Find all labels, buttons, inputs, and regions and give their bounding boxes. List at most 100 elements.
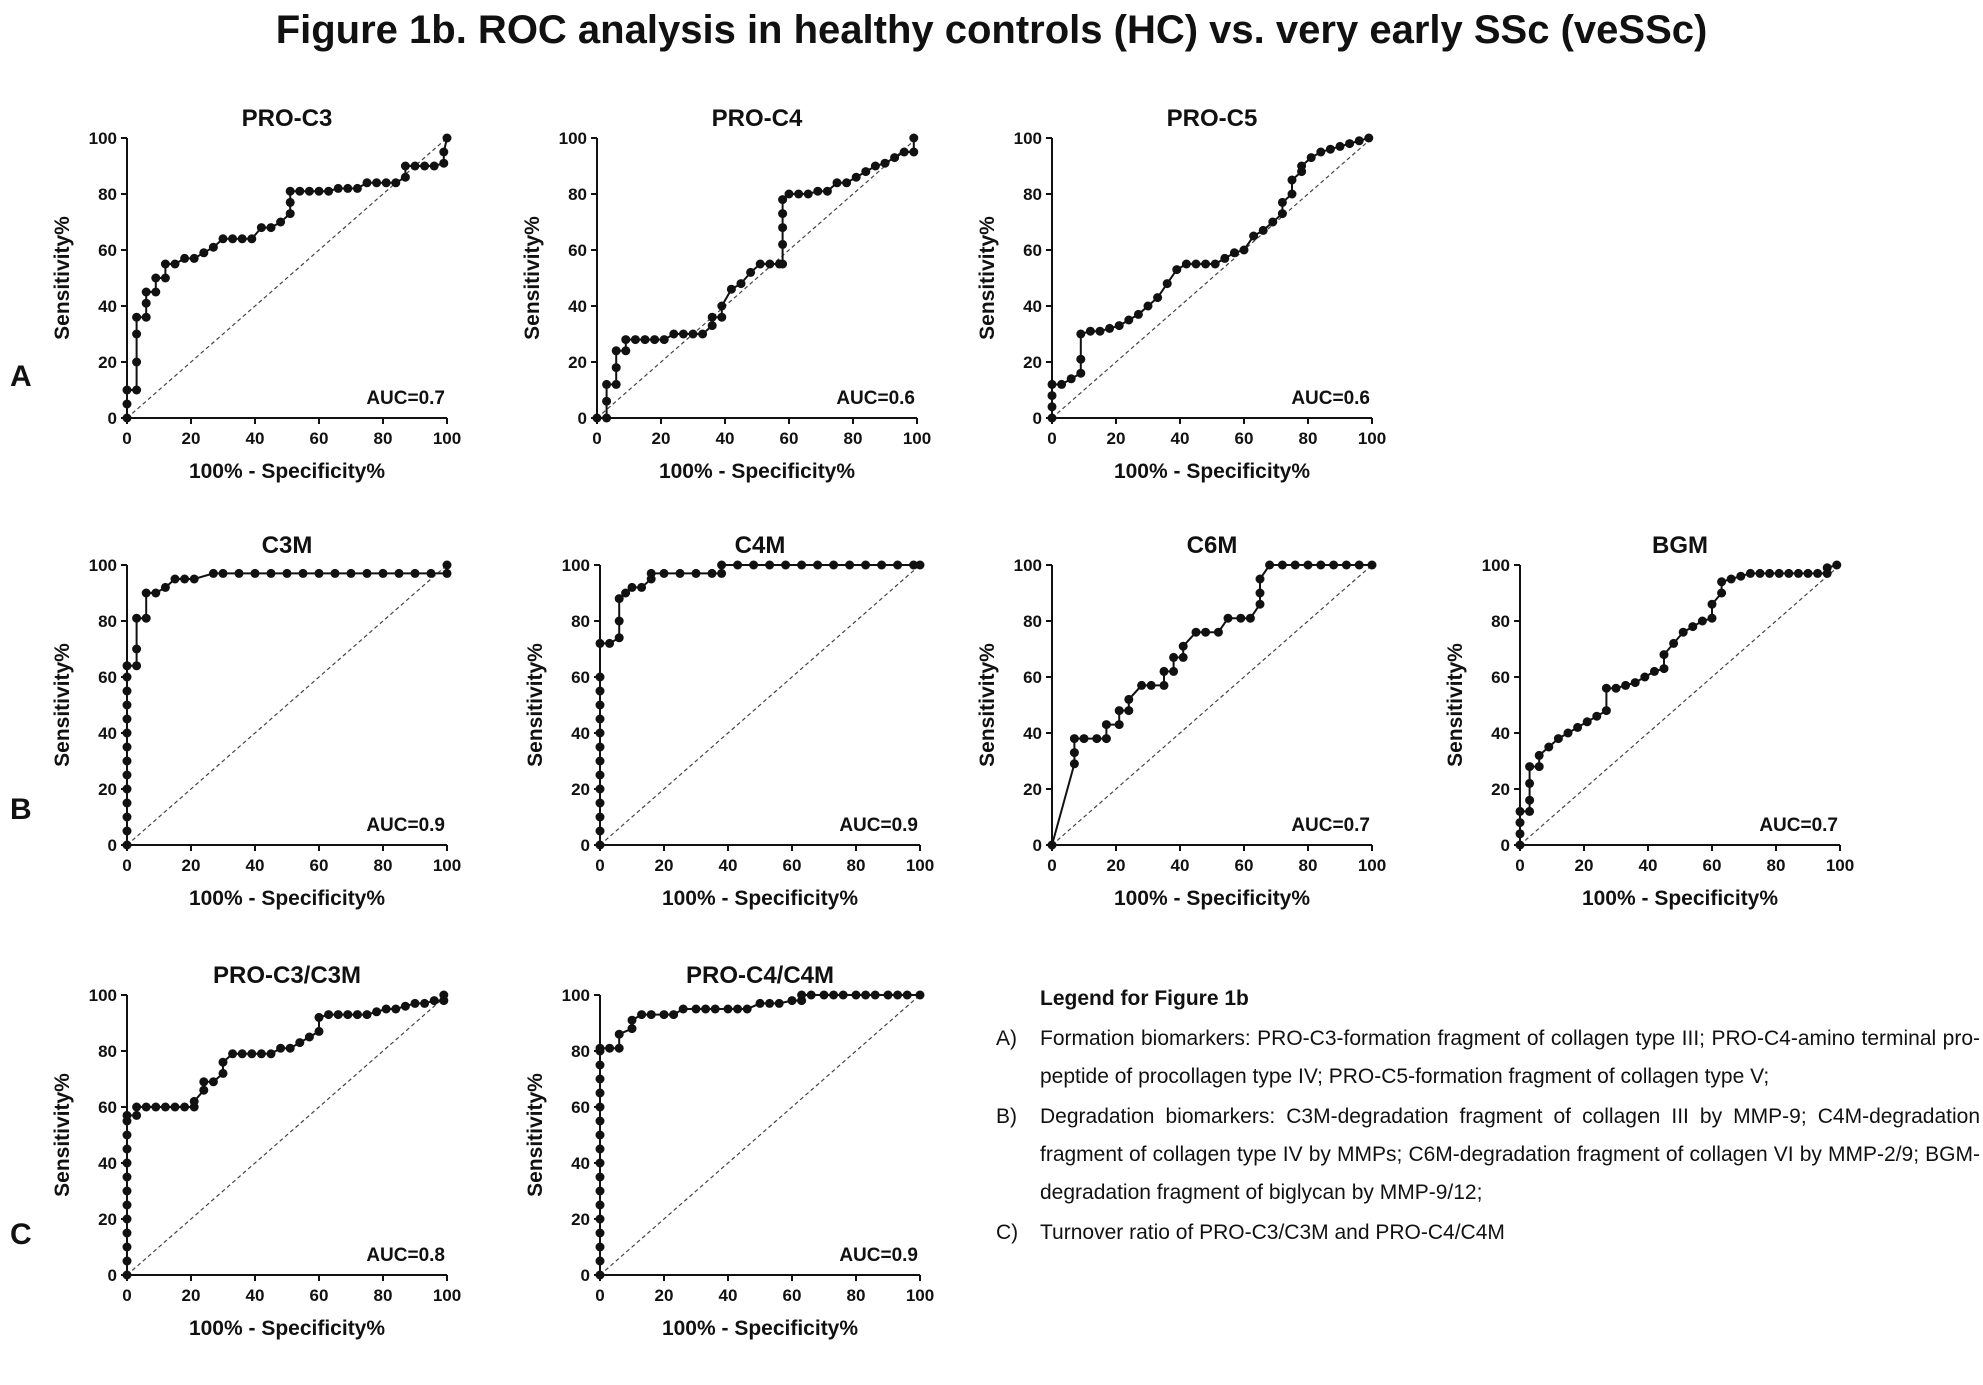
roc-point <box>122 812 132 822</box>
x-tick-label: 20 <box>655 856 674 875</box>
roc-chart-pro-c4-c4m: PRO-C4/C4M 0 20 40 60 80 100 0 20 40 60 80 100 100% -… <box>515 955 1015 1385</box>
roc-point <box>324 1010 334 1020</box>
roc-point <box>813 186 823 196</box>
roc-point <box>1611 683 1621 693</box>
legend: Legend for Figure 1b A) Formation biomar… <box>990 980 1980 1254</box>
roc-point <box>410 998 420 1008</box>
x-tick-label: 40 <box>716 429 735 448</box>
y-tick-label: 80 <box>1023 185 1042 204</box>
roc-point <box>122 413 132 423</box>
roc-point <box>1146 680 1156 690</box>
roc-point <box>595 812 605 822</box>
x-tick-label: 100 <box>906 856 934 875</box>
roc-point <box>1210 259 1220 269</box>
y-axis-label: Sensitivity% <box>521 216 544 340</box>
roc-point <box>1707 599 1717 609</box>
roc-point <box>675 568 685 578</box>
roc-chart-pro-c4: PRO-C4 0 20 40 60 80 100 0 20 40 60 80 100 100% - Spe… <box>512 98 1012 528</box>
roc-point <box>755 998 765 1008</box>
roc-point <box>1659 664 1669 674</box>
roc-point <box>1515 829 1525 839</box>
roc-point <box>141 613 151 623</box>
roc-point <box>1515 818 1525 828</box>
roc-point <box>733 560 743 570</box>
roc-point <box>1255 574 1265 584</box>
roc-chart-c6m: C6M 0 20 40 60 80 100 0 20 40 60 80 100 100% - Specif… <box>967 525 1467 955</box>
roc-point <box>1290 560 1300 570</box>
roc-point <box>372 178 382 188</box>
x-tick-label: 0 <box>595 856 604 875</box>
x-tick-label: 0 <box>122 429 131 448</box>
roc-point <box>282 568 292 578</box>
y-tick-label: 20 <box>1023 353 1042 372</box>
x-tick-label: 40 <box>246 1286 265 1305</box>
roc-svg-pro-c3-c3m: PRO-C3/C3M 0 20 40 60 80 100 0 20 40 60 80 100 100% -… <box>51 962 461 1340</box>
roc-point <box>352 1010 362 1020</box>
y-tick-label: 20 <box>1491 780 1510 799</box>
roc-point <box>1169 666 1179 676</box>
roc-point <box>256 1049 266 1059</box>
roc-point <box>813 560 823 570</box>
roc-point <box>1258 225 1268 235</box>
roc-point <box>794 189 804 199</box>
y-tick-label: 100 <box>1014 556 1042 575</box>
roc-point <box>400 172 410 182</box>
roc-point <box>304 1032 314 1042</box>
roc-point <box>1069 748 1079 758</box>
roc-point <box>819 990 829 1000</box>
roc-point <box>391 178 401 188</box>
roc-point <box>736 279 746 289</box>
auc-annotation: AUC=0.6 <box>836 388 915 409</box>
y-tick-label: 20 <box>98 780 117 799</box>
roc-point <box>691 568 701 578</box>
y-tick-label: 20 <box>1023 780 1042 799</box>
roc-point <box>314 186 324 196</box>
row-label-c: C <box>10 1218 32 1251</box>
roc-point <box>595 1214 605 1224</box>
y-tick-label: 60 <box>1491 668 1510 687</box>
roc-point <box>247 1049 257 1059</box>
roc-point <box>122 1110 132 1120</box>
roc-point <box>1162 279 1172 289</box>
roc-point <box>890 153 900 163</box>
roc-point <box>595 714 605 724</box>
auc-annotation: AUC=0.9 <box>366 815 445 836</box>
roc-point <box>1287 189 1297 199</box>
roc-point <box>602 396 612 406</box>
roc-point <box>595 1144 605 1154</box>
roc-point <box>1303 560 1313 570</box>
roc-point <box>723 1004 733 1014</box>
roc-point <box>1114 706 1124 716</box>
roc-point <box>1047 391 1057 401</box>
x-tick-label: 60 <box>310 1286 329 1305</box>
roc-point <box>122 399 132 409</box>
roc-point <box>1101 734 1111 744</box>
reference-diagonal <box>126 994 448 1276</box>
y-axis-label: Sensitivity% <box>51 216 74 340</box>
roc-point <box>285 209 295 219</box>
auc-annotation: AUC=0.8 <box>366 1245 445 1266</box>
roc-point <box>640 335 650 345</box>
y-tick-label: 80 <box>1491 612 1510 631</box>
roc-point <box>595 770 605 780</box>
chart-title: BGM <box>1652 532 1708 559</box>
y-tick-label: 40 <box>571 1154 590 1173</box>
row-label-a: A <box>10 360 32 393</box>
x-tick-label: 40 <box>1639 856 1658 875</box>
roc-point <box>765 998 775 1008</box>
roc-point <box>285 1043 295 1053</box>
roc-point <box>701 1004 711 1014</box>
x-tick-label: 100 <box>433 429 461 448</box>
reference-diagonal <box>126 137 448 419</box>
roc-point <box>266 223 276 233</box>
roc-point <box>650 335 660 345</box>
roc-point <box>276 217 286 227</box>
roc-point <box>851 990 861 1000</box>
y-tick-label: 40 <box>98 297 117 316</box>
x-tick-label: 0 <box>592 429 601 448</box>
roc-point <box>614 594 624 604</box>
x-tick-label: 80 <box>374 429 393 448</box>
roc-point <box>314 1012 324 1022</box>
roc-svg-c4m: C4M 0 20 40 60 80 100 0 20 40 60 80 100 100% - Specif… <box>524 532 934 910</box>
roc-point <box>1239 245 1249 255</box>
